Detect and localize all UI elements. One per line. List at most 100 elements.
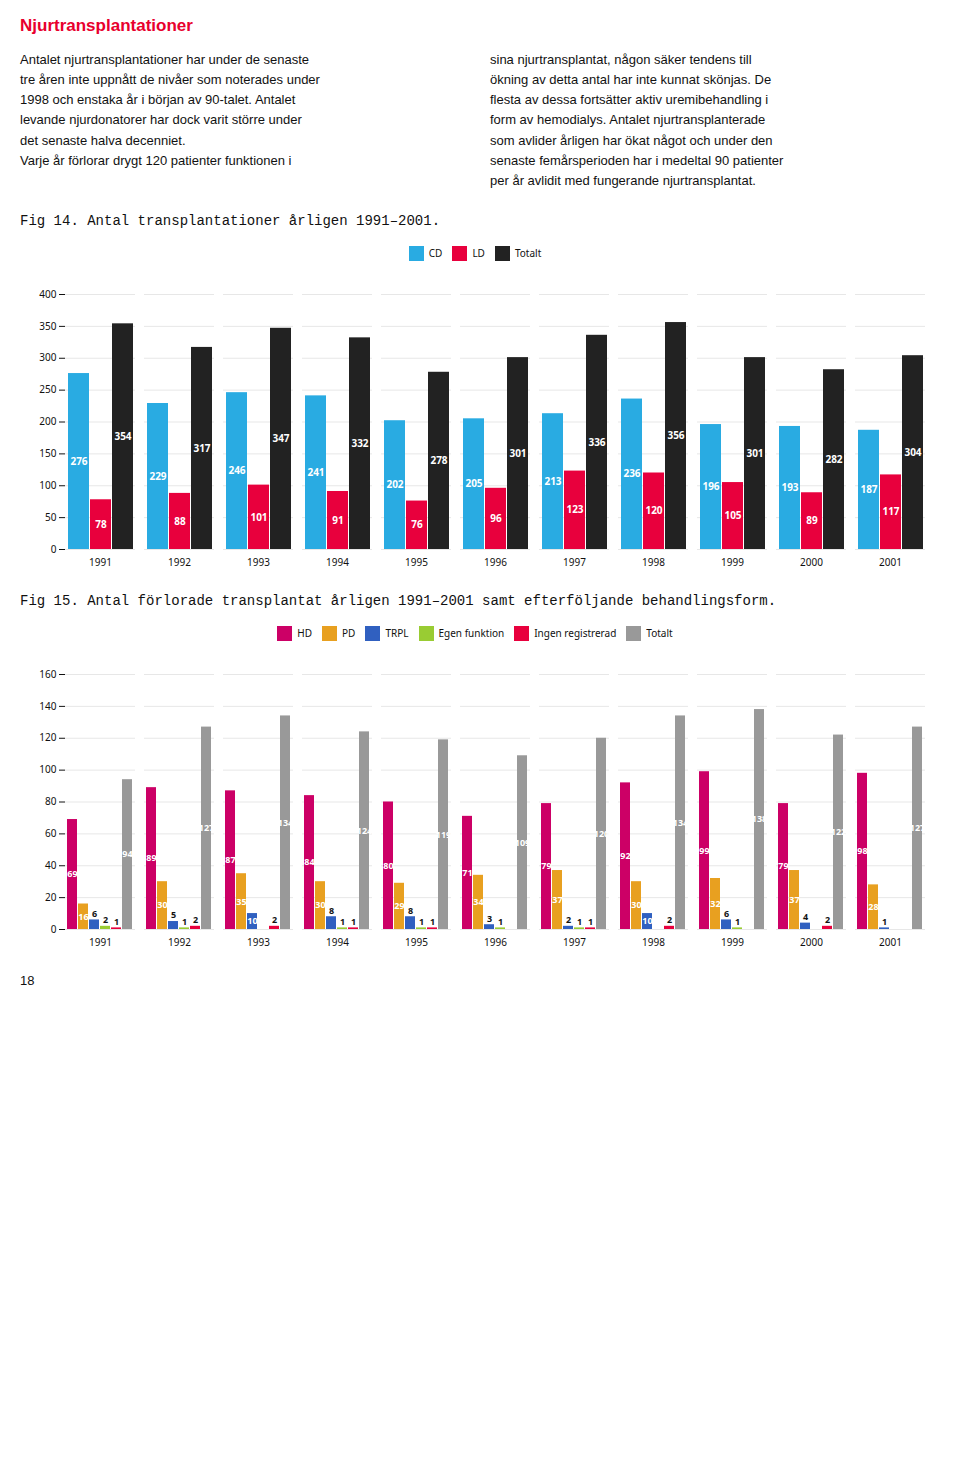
svg-text:123: 123: [566, 502, 583, 516]
svg-text:1993: 1993: [247, 935, 270, 949]
svg-text:1996: 1996: [484, 935, 507, 949]
svg-text:37: 37: [552, 893, 562, 906]
svg-text:99: 99: [699, 843, 709, 856]
svg-text:2000: 2000: [800, 555, 823, 569]
svg-text:1994: 1994: [326, 555, 349, 569]
svg-text:356: 356: [667, 428, 684, 442]
svg-text:78: 78: [95, 517, 107, 531]
svg-text:317: 317: [193, 441, 210, 455]
svg-text:117: 117: [882, 504, 899, 518]
svg-text:1998: 1998: [642, 935, 665, 949]
svg-text:2: 2: [566, 913, 571, 926]
svg-text:2: 2: [193, 913, 198, 926]
svg-text:2: 2: [825, 913, 830, 926]
svg-text:200: 200: [39, 414, 56, 428]
svg-text:127: 127: [910, 821, 925, 834]
svg-text:37: 37: [789, 893, 799, 906]
svg-text:1: 1: [351, 915, 356, 928]
svg-text:34: 34: [473, 895, 483, 908]
svg-text:1: 1: [735, 915, 740, 928]
svg-text:1996: 1996: [484, 555, 507, 569]
svg-text:1: 1: [577, 915, 582, 928]
svg-text:160: 160: [39, 667, 56, 681]
svg-text:1: 1: [882, 915, 887, 928]
svg-text:124: 124: [357, 824, 372, 837]
svg-text:2: 2: [103, 913, 108, 926]
svg-text:1: 1: [419, 915, 424, 928]
svg-text:122: 122: [831, 825, 846, 838]
svg-text:71: 71: [462, 866, 472, 879]
svg-text:16: 16: [78, 910, 88, 923]
svg-text:300: 300: [39, 350, 56, 364]
svg-text:1998: 1998: [642, 555, 665, 569]
svg-text:134: 134: [673, 816, 688, 829]
svg-text:2: 2: [272, 913, 277, 926]
svg-text:246: 246: [228, 463, 245, 477]
svg-text:119: 119: [436, 828, 451, 841]
svg-text:2: 2: [667, 913, 672, 926]
svg-text:69: 69: [67, 867, 77, 880]
svg-text:101: 101: [250, 509, 267, 523]
svg-text:32: 32: [710, 897, 720, 910]
svg-text:0: 0: [51, 922, 57, 936]
svg-text:30: 30: [631, 898, 641, 911]
svg-text:4: 4: [803, 910, 808, 923]
svg-text:282: 282: [825, 452, 842, 466]
svg-text:79: 79: [541, 859, 551, 872]
svg-text:1: 1: [588, 915, 593, 928]
svg-text:304: 304: [904, 445, 921, 459]
svg-text:400: 400: [39, 287, 56, 301]
svg-text:6: 6: [92, 907, 97, 920]
svg-text:1995: 1995: [405, 555, 428, 569]
svg-text:354: 354: [114, 429, 131, 443]
svg-text:1997: 1997: [563, 935, 586, 949]
svg-text:20: 20: [45, 890, 57, 904]
svg-text:120: 120: [645, 503, 662, 517]
svg-text:202: 202: [386, 477, 403, 491]
svg-text:1997: 1997: [563, 555, 586, 569]
svg-text:84: 84: [304, 855, 314, 868]
svg-text:35: 35: [236, 894, 246, 907]
svg-text:1992: 1992: [168, 935, 191, 949]
svg-text:89: 89: [806, 513, 818, 527]
svg-text:1991: 1991: [89, 555, 112, 569]
svg-text:92: 92: [620, 849, 630, 862]
svg-text:91: 91: [332, 513, 343, 527]
svg-text:120: 120: [594, 827, 609, 840]
svg-text:193: 193: [781, 480, 798, 494]
svg-text:0: 0: [51, 542, 57, 556]
svg-text:250: 250: [39, 382, 56, 396]
svg-text:1: 1: [182, 915, 187, 928]
svg-text:60: 60: [45, 826, 57, 840]
svg-text:109: 109: [515, 836, 530, 849]
svg-text:140: 140: [39, 699, 56, 713]
svg-text:1999: 1999: [721, 555, 744, 569]
svg-text:1994: 1994: [326, 935, 349, 949]
svg-text:336: 336: [588, 435, 605, 449]
svg-text:1: 1: [498, 915, 503, 928]
svg-text:29: 29: [394, 899, 404, 912]
svg-text:2000: 2000: [800, 935, 823, 949]
svg-text:301: 301: [746, 446, 763, 460]
svg-text:120: 120: [39, 730, 56, 744]
svg-text:8: 8: [408, 904, 413, 917]
svg-text:196: 196: [702, 479, 719, 493]
svg-text:1991: 1991: [89, 935, 112, 949]
svg-text:1995: 1995: [405, 935, 428, 949]
svg-text:276: 276: [70, 454, 87, 468]
svg-text:94: 94: [122, 847, 132, 860]
svg-text:350: 350: [39, 319, 56, 333]
svg-text:3: 3: [487, 912, 492, 925]
svg-text:87: 87: [225, 853, 235, 866]
svg-text:1992: 1992: [168, 555, 191, 569]
svg-text:100: 100: [39, 478, 56, 492]
svg-text:1: 1: [340, 915, 345, 928]
svg-text:30: 30: [157, 898, 167, 911]
svg-text:10: 10: [642, 914, 652, 927]
svg-text:6: 6: [724, 907, 729, 920]
svg-text:347: 347: [272, 431, 289, 445]
svg-text:1: 1: [430, 915, 435, 928]
svg-text:2001: 2001: [879, 935, 902, 949]
svg-text:98: 98: [857, 844, 867, 857]
svg-text:28: 28: [868, 900, 878, 913]
